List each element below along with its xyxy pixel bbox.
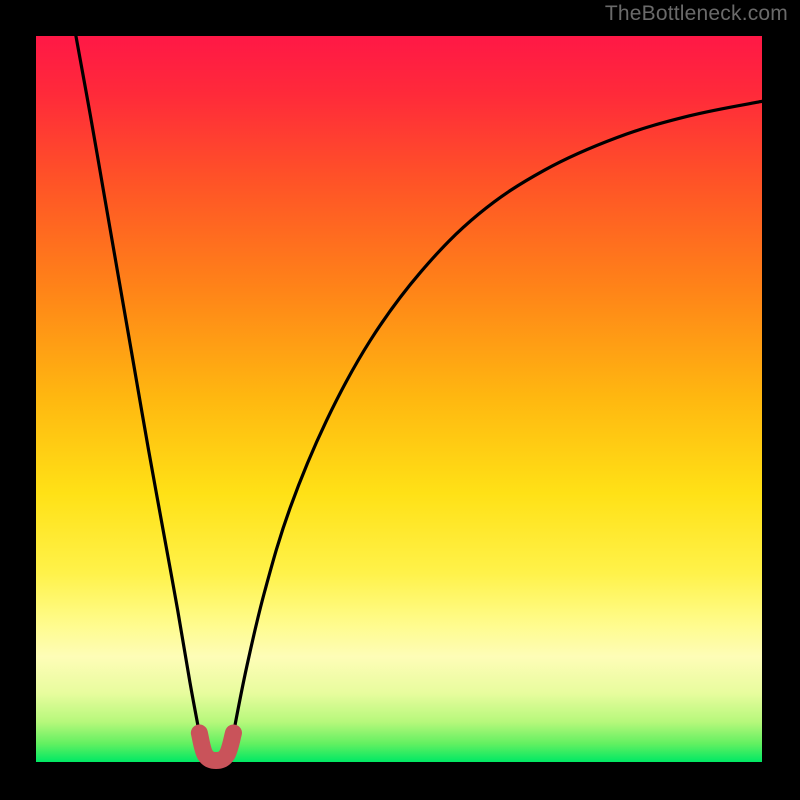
chart-container: TheBottleneck.com: [0, 0, 800, 800]
gradient-plot-area: [36, 36, 762, 762]
chart-svg: [0, 0, 800, 800]
